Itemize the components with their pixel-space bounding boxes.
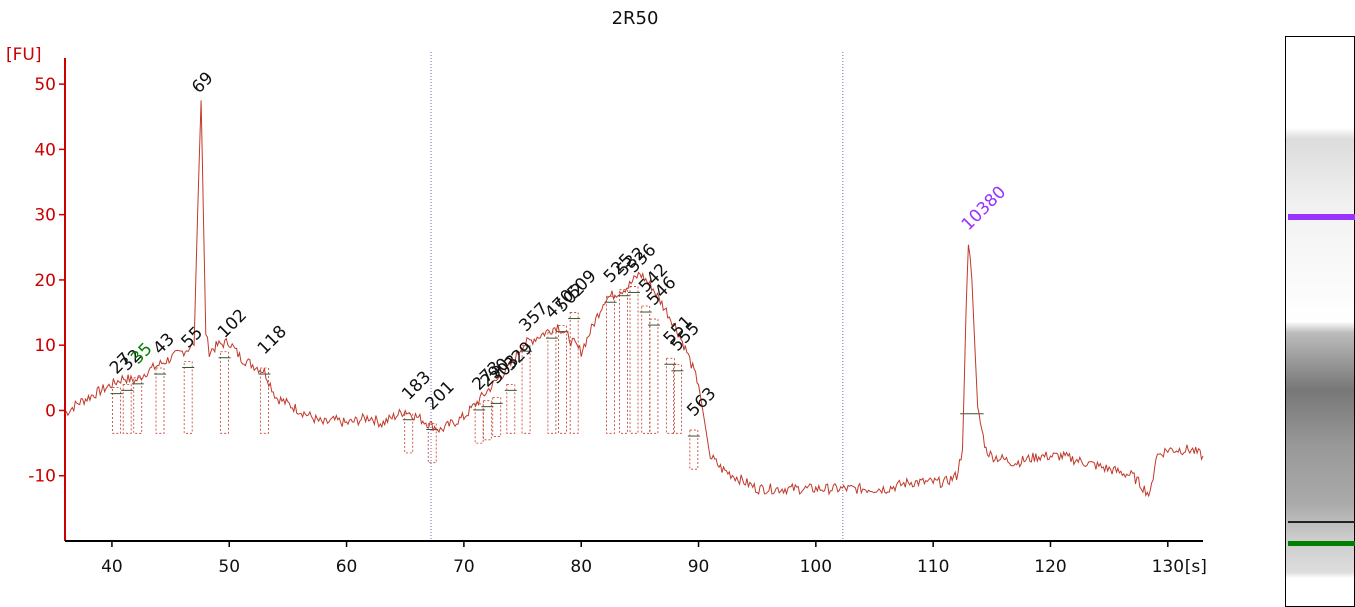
marker-lines [430,52,844,541]
x-tick-label: 50 [218,557,240,577]
peak-region [492,397,502,437]
peak-region [606,295,615,434]
fluorescence-trace [64,100,1204,498]
peak-region [155,367,165,434]
axes: -10 0 10 20 30 40 50 [FU] 40 50 60 70 80 90 100 110 120 1… [6,45,1207,577]
x-tick-label: 40 [101,557,123,577]
x-axis-label: [s] [1185,557,1207,577]
peak-label: 118 [254,322,291,359]
x-tick-label: 60 [336,557,358,577]
y-tick-label: 0 [45,401,56,421]
peak-region [112,387,122,434]
peak-label: 69 [188,68,217,97]
peak-label: 55 [178,323,207,352]
peak-region [649,318,659,434]
peak-region [665,357,675,434]
y-tick-label: 30 [34,206,56,226]
peak-region [521,344,531,434]
gel-lane-border [1285,36,1355,607]
peak-region [689,429,699,470]
x-tick-label: 80 [570,557,592,577]
y-tick-label: 20 [34,271,56,291]
x-tick-label: 110 [917,557,949,577]
gel-band-upper-marker [1288,214,1355,220]
peak-region [122,383,132,434]
peak-region [619,289,628,434]
peak-region [547,331,557,434]
peak-region [569,312,579,434]
peak-region [641,305,651,434]
y-tick-label: 50 [34,75,56,95]
peak-region [673,364,682,434]
x-tick-label: 120 [1034,557,1066,577]
peak-region [506,383,516,434]
peak-label: 102 [214,305,251,342]
peak-region [404,413,414,454]
y-tick-label: -10 [28,467,56,487]
electropherogram-chart: -10 0 10 20 30 40 50 [FU] 40 50 60 70 80 90 100 110 120 1… [6,45,1207,577]
peak-label: 10380 [958,182,1010,234]
peak-region [183,361,193,434]
y-tick-label: 10 [34,336,56,356]
peak-region [133,377,143,434]
peak-region [220,351,229,434]
gel-band-lower-marker [1288,541,1355,546]
peak-region [482,400,492,441]
x-tick-label: 90 [688,557,710,577]
y-tick-label: 40 [34,140,56,160]
gel-lane [1285,36,1355,607]
peak-region [260,367,269,434]
chart-title: 2R50 [611,8,659,29]
x-tick-label: 130 [1152,557,1184,577]
x-tick-label: 100 [800,557,832,577]
x-tick-label: 70 [453,557,475,577]
peak-region [558,325,567,434]
gel-band-dark [1288,521,1355,523]
peak-label: 563 [683,384,720,421]
y-axis-label: [FU] [6,45,42,65]
peak-region [629,286,639,434]
